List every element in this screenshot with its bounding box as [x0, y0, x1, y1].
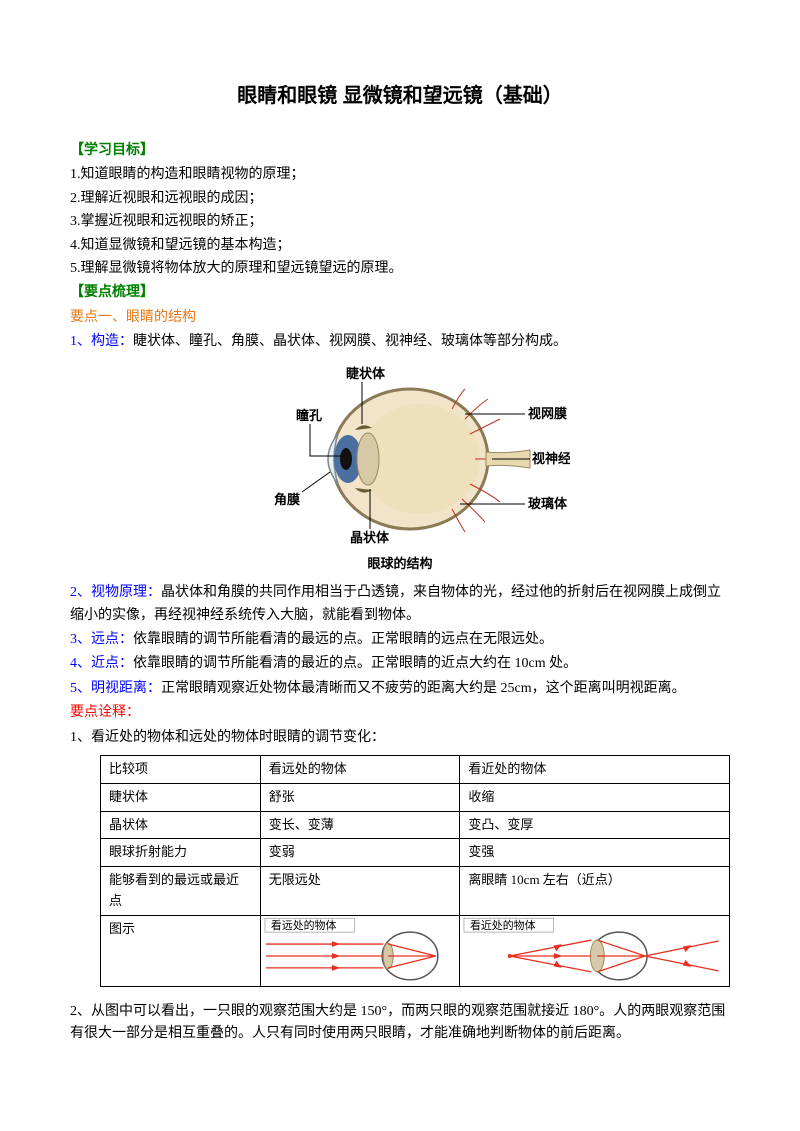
- p5-text: 正常眼睛观察近处物体最清晰而又不疲劳的距离大约是 25cm，这个距离叫明视距离。: [161, 681, 686, 696]
- p4-label: 4、近点：: [70, 656, 133, 671]
- far-caption: 看远处的物体: [271, 918, 337, 932]
- construct-text: 睫状体、瞳孔、角膜、晶状体、视网膜、视神经、玻璃体等部分构成。: [133, 334, 567, 349]
- table-row: 能够看到的最远或最近点 无限远处 离眼睛 10cm 左右（近点）: [101, 867, 730, 916]
- near-caption: 看近处的物体: [470, 918, 536, 932]
- outline-label: 【要点梳理】: [70, 285, 154, 300]
- table-cell: 变弱: [260, 839, 460, 867]
- table-cell: 变凸、变厚: [460, 811, 730, 839]
- table-row: 眼球折射能力 变弱 变强: [101, 839, 730, 867]
- table-row: 睫状体 舒张 收缩: [101, 783, 730, 811]
- table-row: 图示 看远处的物体: [101, 915, 730, 986]
- near-diagram-cell: 看近处的物体: [460, 915, 730, 986]
- diagram-caption: 眼球的结构: [230, 554, 570, 575]
- table-cell: 变长、变薄: [260, 811, 460, 839]
- construct-label: 1、构造：: [70, 334, 133, 349]
- table-row: 晶状体 变长、变薄 变凸、变厚: [101, 811, 730, 839]
- goal-item: 3.掌握近视眼和远视眼的矫正；: [70, 211, 730, 233]
- table-cell: 看远处的物体: [260, 756, 460, 784]
- p2-label: 2、视物原理：: [70, 585, 161, 600]
- eye-diagram: 睫状体 瞳孔 角膜 晶状体 视网膜 视神经 玻璃体 眼球的结构: [70, 364, 730, 577]
- point1-title: 要点一、眼睛的结构: [70, 310, 196, 325]
- table-cell: 收缩: [460, 783, 730, 811]
- table-cell: 比较项: [101, 756, 261, 784]
- table-cell: 睫状体: [101, 783, 261, 811]
- far-diagram-cell: 看远处的物体: [260, 915, 460, 986]
- label-lens: 晶状体: [350, 530, 390, 544]
- page-title: 眼睛和眼镜 显微镜和望远镜（基础）: [70, 80, 730, 112]
- table-cell: 能够看到的最远或最近点: [101, 867, 261, 916]
- label-cornea: 角膜: [274, 492, 300, 507]
- table-cell: 眼球折射能力: [101, 839, 261, 867]
- notes-label: 要点诠释：: [70, 705, 140, 720]
- p4-text: 依靠眼睛的调节所能看清的最近的点。正常眼睛的近点大约在 10cm 处。: [133, 656, 577, 671]
- label-nerve: 视神经: [532, 451, 570, 466]
- table-cell: 晶状体: [101, 811, 261, 839]
- table-cell: 变强: [460, 839, 730, 867]
- label-vitreous: 玻璃体: [528, 496, 568, 511]
- eye-structure-svg: 睫状体 瞳孔 角膜 晶状体 视网膜 视神经 玻璃体: [230, 364, 570, 544]
- table-row: 比较项 看远处的物体 看近处的物体: [101, 756, 730, 784]
- table-cell: 无限远处: [260, 867, 460, 916]
- table-cell: 离眼睛 10cm 左右（近点）: [460, 867, 730, 916]
- p2-text: 晶状体和角膜的共同作用相当于凸透镜，来自物体的光，经过他的折射后在视网膜上成倒立…: [70, 585, 721, 622]
- goal-item: 2.理解近视眼和远视眼的成因；: [70, 188, 730, 210]
- p5-label: 5、明视距离：: [70, 681, 161, 696]
- table-cell: 图示: [101, 915, 261, 986]
- note1-intro: 1、看近处的物体和远处的物体时眼睛的调节变化：: [70, 727, 730, 749]
- comparison-table: 比较项 看远处的物体 看近处的物体 睫状体 舒张 收缩 晶状体 变长、变薄 变凸…: [100, 755, 730, 987]
- goal-item: 1.知道眼睛的构造和眼睛视物的原理；: [70, 164, 730, 186]
- table-cell: 舒张: [260, 783, 460, 811]
- goal-item: 4.知道显微镜和望远镜的基本构造；: [70, 235, 730, 257]
- label-pupil: 瞳孔: [296, 408, 322, 423]
- p3-label: 3、远点：: [70, 632, 133, 647]
- p3-text: 依靠眼睛的调节所能看清的最远的点。正常眼睛的远点在无限远处。: [133, 632, 553, 647]
- label-ciliary: 睫状体: [346, 366, 386, 381]
- goals-label: 【学习目标】: [70, 143, 154, 158]
- label-retina: 视网膜: [528, 406, 567, 421]
- goal-item: 5.理解显微镜将物体放大的原理和望远镜望远的原理。: [70, 258, 730, 280]
- table-cell: 看近处的物体: [460, 756, 730, 784]
- note2-text: 2、从图中可以看出，一只眼的观察范围大约是 150°，而两只眼的观察范围就接近 …: [70, 1001, 730, 1046]
